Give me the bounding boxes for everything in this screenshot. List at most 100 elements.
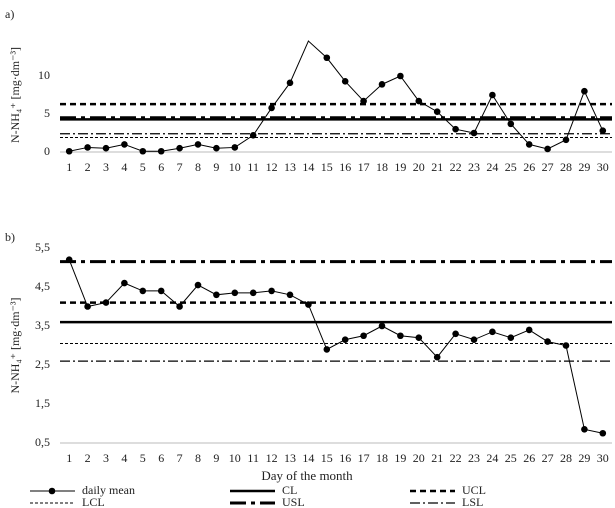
legend-label: LSL — [462, 495, 483, 508]
x-axis-label: Day of the month — [261, 468, 353, 483]
x-tick-label: 12 — [266, 451, 278, 465]
point — [360, 332, 367, 340]
point — [323, 346, 331, 353]
x-tick-label: 11 — [247, 160, 259, 174]
x-tick-label: 14 — [302, 451, 314, 465]
point — [194, 281, 202, 289]
x-tick-label: 6 — [158, 160, 164, 174]
y-tick-label: 0,5 — [35, 435, 50, 449]
point — [157, 147, 165, 155]
point — [231, 289, 239, 297]
x-tick-label: 27 — [542, 160, 554, 174]
x-tick-label: 16 — [339, 451, 351, 465]
point — [176, 144, 183, 152]
point — [562, 136, 570, 144]
x-tick-label: 13 — [284, 451, 296, 465]
point — [562, 342, 570, 349]
point — [397, 332, 404, 340]
x-tick-label: 21 — [431, 160, 443, 174]
point — [231, 144, 239, 151]
point — [139, 287, 147, 295]
point — [194, 141, 202, 148]
point — [307, 40, 309, 42]
y-tick-label: 5 — [44, 106, 50, 120]
x-tick-label: 18 — [376, 160, 388, 174]
x-tick-label: 15 — [321, 160, 333, 174]
daily-mean-line — [69, 40, 604, 152]
legend-label: LCL — [82, 495, 105, 508]
x-tick-label: 25 — [505, 160, 517, 174]
x-tick-label: 4 — [121, 160, 127, 174]
y-axis-label: N-NH₄⁺ [mg·dm⁻³] — [8, 297, 22, 393]
y-tick-label: 5,5 — [35, 240, 50, 254]
x-tick-label: 24 — [486, 160, 498, 174]
x-tick-label: 19 — [394, 451, 406, 465]
point — [341, 336, 349, 343]
legend-label: UCL — [462, 483, 486, 497]
point — [599, 429, 607, 437]
x-tick-label: 4 — [121, 451, 127, 465]
point — [249, 131, 257, 139]
x-tick-label: 30 — [597, 160, 609, 174]
x-tick-label: 8 — [195, 160, 201, 174]
x-tick-label: 23 — [468, 160, 480, 174]
point — [213, 291, 220, 299]
point — [397, 72, 404, 80]
x-tick-label: 6 — [158, 451, 164, 465]
x-tick-label: 3 — [103, 160, 109, 174]
point — [176, 303, 183, 310]
point — [102, 144, 110, 152]
x-tick-label: 24 — [486, 451, 498, 465]
point — [525, 141, 533, 148]
x-tick-label: 25 — [505, 451, 517, 465]
x-tick-label: 1 — [66, 160, 72, 174]
point — [581, 426, 588, 433]
x-tick-label: 10 — [229, 160, 241, 174]
x-tick-label: 27 — [542, 451, 554, 465]
point — [268, 287, 275, 295]
x-tick-label: 26 — [523, 160, 535, 174]
point — [360, 97, 367, 105]
y-axis-label: N-NH₄⁺ [mg·dm⁻³] — [8, 47, 22, 143]
x-tick-label: 22 — [450, 160, 462, 174]
point — [286, 79, 294, 87]
x-tick-label: 30 — [597, 451, 609, 465]
x-tick-label: 20 — [413, 160, 425, 174]
daily-mean-line — [68, 259, 603, 434]
point — [249, 289, 257, 297]
y-tick-label: 1,5 — [35, 396, 50, 410]
point — [65, 256, 73, 264]
point — [268, 104, 275, 112]
point — [433, 108, 441, 116]
point — [415, 97, 423, 105]
x-tick-label: 19 — [394, 160, 406, 174]
x-tick-label: 2 — [85, 451, 91, 465]
x-tick-label: 1 — [66, 451, 72, 465]
point — [305, 301, 312, 308]
point — [525, 326, 533, 334]
x-tick-label: 5 — [140, 160, 146, 174]
point — [507, 334, 515, 342]
point — [121, 279, 128, 287]
point — [378, 322, 386, 330]
point — [489, 91, 496, 99]
x-tick-label: 9 — [213, 451, 219, 465]
panel-label: b) — [5, 230, 15, 244]
point — [452, 330, 459, 338]
legend-label: daily mean — [82, 483, 135, 497]
x-tick-label: 21 — [431, 451, 443, 465]
point — [452, 125, 459, 133]
point — [544, 145, 551, 153]
legend-label: CL — [282, 483, 297, 497]
point — [102, 299, 110, 306]
point — [84, 303, 91, 310]
point — [323, 54, 331, 62]
x-tick-label: 7 — [177, 451, 183, 465]
x-tick-label: 12 — [266, 160, 278, 174]
x-tick-label: 28 — [560, 451, 572, 465]
x-tick-label: 14 — [302, 160, 314, 174]
panel-label: a) — [5, 7, 14, 21]
point — [581, 87, 588, 95]
point — [157, 287, 165, 295]
